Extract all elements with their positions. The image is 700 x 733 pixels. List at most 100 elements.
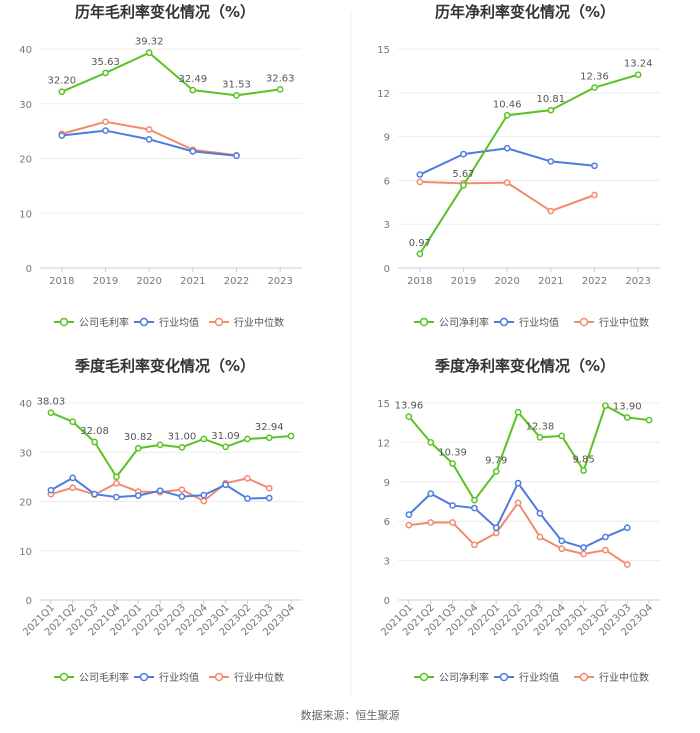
series-industry-average [416,144,598,178]
y-tick-label: 12 [377,89,390,100]
series-industry-average [58,127,240,160]
data-point [91,438,98,446]
data-label: 13.96 [395,401,424,412]
series-line [418,73,639,255]
data-label: 32.49 [179,74,208,85]
data-point [233,152,240,160]
x-tick-label: 2020 [136,276,161,287]
data-point [189,86,197,94]
data-point [580,467,587,474]
data-point [503,111,511,119]
data-label: 32.20 [48,76,77,87]
data-label: 31.53 [222,79,251,90]
data-point [189,148,197,155]
data-point [547,158,555,165]
data-point [416,178,424,186]
data-point [471,504,478,512]
data-point [178,486,186,494]
data-point [471,541,478,549]
data-label: 32.63 [266,73,295,84]
y-tick-label: 0 [26,596,32,607]
legend-label: 公司毛利率 [79,316,129,329]
data-point [416,171,424,178]
series-company: 38.03 32.08 30.82 31.00 31.09 32.94 [37,397,295,481]
data-point [602,402,609,409]
data-point [145,49,153,57]
legend: 公司毛利率 行业均值 行业中位数 [54,671,284,684]
data-label: 32.08 [80,426,109,437]
data-point [460,150,467,158]
y-tick-label: 30 [19,100,32,111]
data-point [449,460,456,467]
legend-label: 行业中位数 [599,671,649,684]
data-point [113,479,120,487]
data-point [547,106,555,114]
data-point [503,179,511,186]
data-point [427,490,435,497]
y-tick-label: 20 [19,155,32,166]
legend-label: 行业均值 [159,671,199,684]
data-label: 13.24 [624,59,653,70]
data-point [405,521,413,529]
y-tick-label: 9 [384,133,390,144]
y-tick-label: 10 [19,209,32,220]
data-point [178,493,186,500]
series-company: 0.97 5.67 10.46 10.81 12.36 13.24 [409,59,653,258]
data-point [156,487,164,495]
data-point [547,207,555,215]
series-line [408,482,628,549]
data-point [145,135,153,143]
data-point [580,550,587,558]
data-point [492,524,500,532]
series-line [419,147,595,176]
data-point [102,127,109,134]
data-point [113,473,120,481]
legend-swatch-marker [59,317,69,327]
chart-title: 历年毛利率变化情况（%） [75,3,255,21]
chart-title: 季度毛利率变化情况（%） [75,357,255,375]
data-point [113,493,120,501]
x-tick-label: 2018 [49,276,74,287]
legend: 公司净利率 行业均值 行业中位数 [414,671,649,684]
x-tick-label: 2021 [180,276,205,287]
legend-label: 行业中位数 [234,316,284,329]
data-point [58,88,66,96]
data-point [156,441,164,449]
data-point [69,418,77,426]
data-point [558,537,566,545]
y-tick-label: 30 [19,448,32,459]
chart-title: 季度净利率变化情况（%） [435,357,615,375]
data-point [558,432,566,440]
legend-label: 行业均值 [159,316,199,329]
data-point [492,468,500,475]
legend-swatch-marker [214,317,224,327]
legend-swatch-marker [579,672,589,682]
x-tick-label: 2022 [582,276,607,287]
data-label: 13.90 [613,401,642,412]
data-label: 9.85 [572,455,594,466]
data-label: 10.39 [438,448,467,459]
data-label: 32.94 [255,422,284,433]
data-point [634,71,642,79]
data-label: 31.09 [211,431,240,442]
data-point [591,191,598,199]
data-point [244,475,251,482]
data-point [623,414,631,421]
data-point [200,497,208,505]
legend-swatch-marker [59,672,69,682]
data-label: 9.79 [485,455,507,466]
x-tick-label: 2018 [407,276,432,287]
data-point [580,544,587,551]
data-point [460,181,467,189]
chart-panel-1: 历年毛利率变化情况（%） 0 10 20 30 40 2018 2019 2020 2021 202… [19,3,302,329]
data-point [492,529,500,537]
data-point [514,408,522,416]
series-industry-median [416,178,598,215]
data-point [102,118,109,126]
data-point [471,496,478,504]
legend-label: 行业均值 [519,316,559,329]
data-point [645,416,653,424]
data-point [558,545,566,553]
